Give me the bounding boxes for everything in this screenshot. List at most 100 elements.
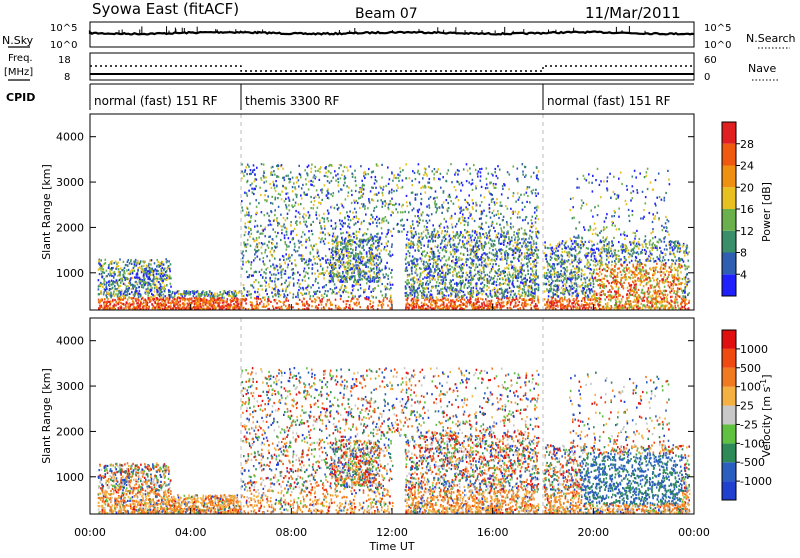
heatmap-cell [184, 303, 186, 305]
heatmap-cell [457, 249, 459, 251]
heatmap-cell [341, 281, 343, 283]
heatmap-cell [358, 245, 360, 247]
heatmap-cell [286, 258, 288, 260]
heatmap-cell [470, 270, 472, 272]
heatmap-cell [388, 183, 390, 185]
heatmap-cell [374, 264, 376, 266]
heatmap-cell [427, 244, 429, 246]
heatmap-cell [136, 276, 138, 278]
heatmap-cell [153, 276, 155, 278]
heatmap-cell [529, 277, 531, 279]
heatmap-cell [323, 218, 325, 220]
heatmap-cell [245, 261, 247, 263]
heatmap-cell [119, 258, 121, 260]
heatmap-cell [148, 263, 150, 265]
heatmap-cell [276, 185, 278, 187]
heatmap-cell [335, 299, 337, 301]
heatmap-cell [310, 260, 312, 262]
heatmap-cell [309, 304, 311, 306]
heatmap-cell [388, 192, 390, 194]
heatmap-cell [512, 299, 514, 301]
heatmap-cell [331, 220, 333, 222]
heatmap-cell [354, 202, 356, 204]
heatmap-cell [222, 299, 224, 301]
heatmap-cell [350, 252, 352, 254]
heatmap-cell [496, 234, 498, 236]
heatmap-cell [417, 243, 419, 245]
heatmap-cell [277, 164, 279, 166]
heatmap-cell [419, 276, 421, 278]
heatmap-cell [248, 214, 250, 216]
heatmap-cell [251, 233, 253, 235]
heatmap-cell [317, 290, 319, 292]
heatmap-cell [506, 279, 508, 281]
heatmap-cell [425, 254, 427, 256]
heatmap-cell [125, 264, 127, 266]
heatmap-cell [100, 290, 102, 292]
heatmap-cell [418, 287, 420, 289]
heatmap-cell [260, 225, 262, 227]
heatmap-cell [349, 269, 351, 271]
heatmap-cell [348, 255, 350, 257]
heatmap-cell [289, 181, 291, 183]
heatmap-cell [269, 271, 271, 273]
heatmap-cell [376, 262, 378, 264]
heatmap-cell [264, 297, 266, 299]
heatmap-cell [359, 241, 361, 243]
heatmap-cell [151, 268, 153, 270]
heatmap-cell [195, 300, 197, 302]
heatmap-cell [297, 282, 299, 284]
heatmap-cell [517, 239, 519, 241]
heatmap-cell [345, 271, 347, 273]
heatmap-cell [419, 306, 421, 308]
heatmap-cell [318, 196, 320, 198]
heatmap-cell [379, 280, 381, 282]
heatmap-cell [525, 246, 527, 248]
heatmap-cell [339, 267, 341, 269]
heatmap-cell [286, 231, 288, 233]
heatmap-cell [319, 291, 321, 293]
heatmap-cell [431, 238, 433, 240]
heatmap-cell [429, 240, 431, 242]
heatmap-cell [182, 293, 184, 295]
heatmap-cell [162, 267, 164, 269]
heatmap-cell [447, 298, 449, 300]
heatmap-cell [453, 239, 455, 241]
heatmap-cell [350, 236, 352, 238]
heatmap-cell [377, 276, 379, 278]
heatmap-cell [352, 212, 354, 214]
heatmap-cell [349, 226, 351, 228]
heatmap-cell [236, 294, 238, 296]
heatmap-cell [266, 180, 268, 182]
heatmap-cell [162, 261, 164, 263]
heatmap-cell [470, 281, 472, 283]
heatmap-cell [124, 267, 126, 269]
heatmap-cell [154, 262, 156, 264]
heatmap-cell [363, 184, 365, 186]
heatmap-cell [161, 287, 163, 289]
heatmap-cell [188, 291, 190, 293]
heatmap-cell [374, 235, 376, 237]
heatmap-cell [363, 175, 365, 177]
heatmap-cell [508, 236, 510, 238]
heatmap-cell [127, 293, 129, 295]
heatmap-cell [149, 289, 151, 291]
heatmap-cell [328, 262, 330, 264]
heatmap-cell [450, 279, 452, 281]
heatmap-cell [470, 287, 472, 289]
heatmap-cell [278, 278, 280, 280]
heatmap-cell [320, 241, 322, 243]
heatmap-cell [265, 249, 267, 251]
heatmap-cell [245, 250, 247, 252]
heatmap-cell [269, 286, 271, 288]
heatmap-cell [411, 305, 413, 307]
heatmap-cell [449, 244, 451, 246]
heatmap-cell [352, 249, 354, 251]
heatmap-cell [287, 192, 289, 194]
heatmap-cell [368, 250, 370, 252]
heatmap-cell [291, 238, 293, 240]
heatmap-cell [273, 264, 275, 266]
heatmap-cell [269, 260, 271, 262]
heatmap-cell [350, 260, 352, 262]
